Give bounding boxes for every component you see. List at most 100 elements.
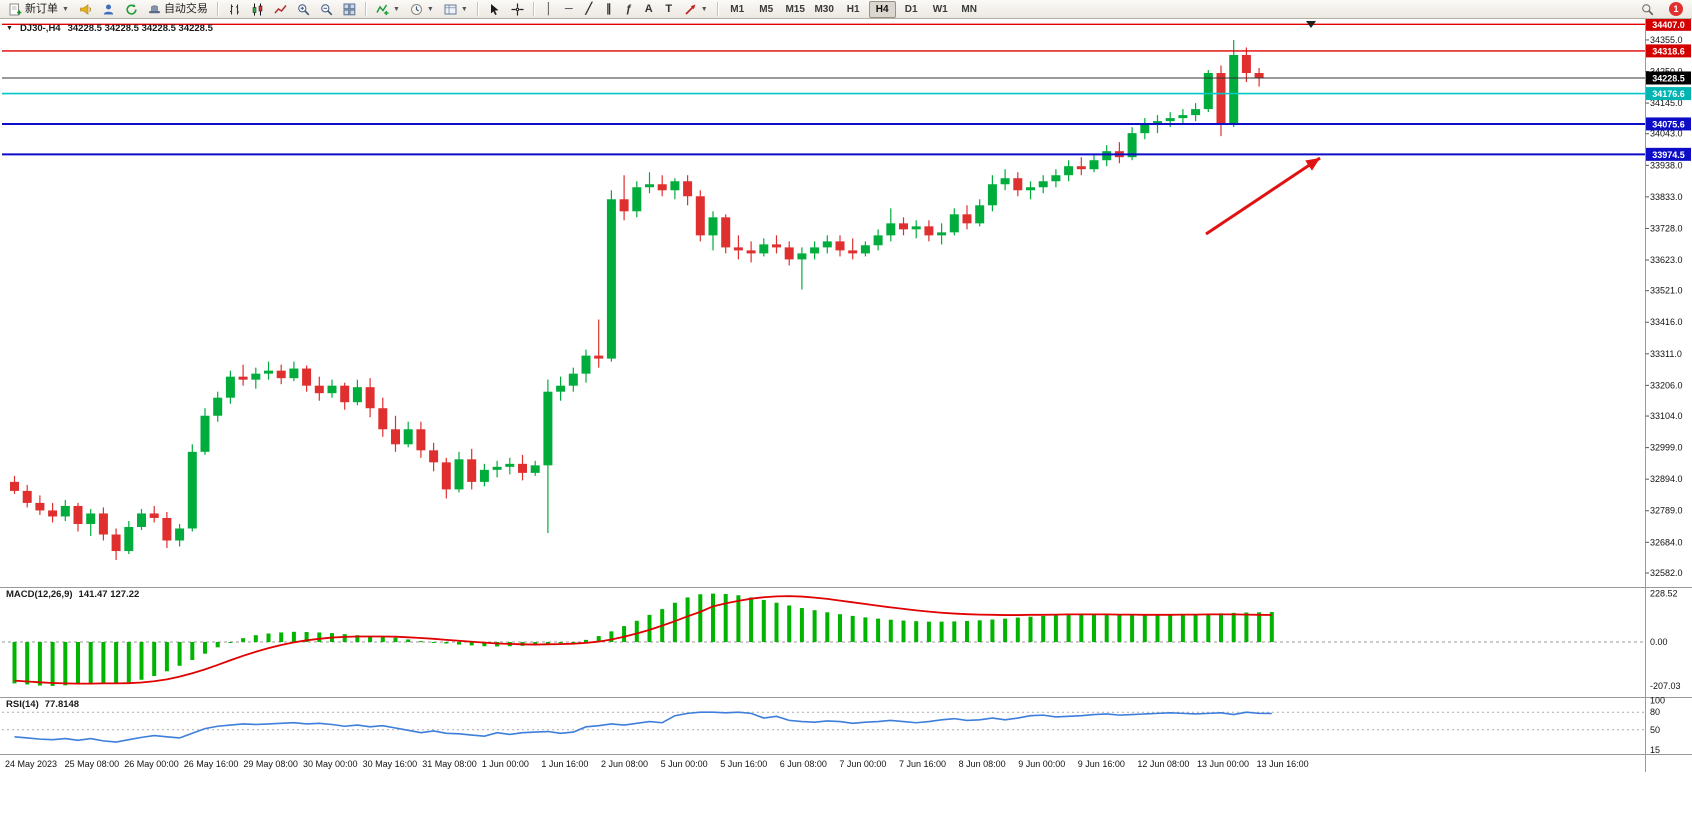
candle-body xyxy=(911,226,921,230)
candle-body xyxy=(48,510,58,517)
timeframe-button-M30[interactable]: M30 xyxy=(811,1,838,18)
candle-body xyxy=(149,513,159,518)
timeframe-button-M15[interactable]: M15 xyxy=(782,1,809,18)
chart-symbol-label: ▼ DJ30-,H4 34228.5 34228.5 34228.5 34228… xyxy=(6,23,213,34)
timeframe-button-H4[interactable]: H4 xyxy=(868,0,896,18)
one-click-trading-icon[interactable]: ▼ xyxy=(6,25,13,32)
macd-histogram-bar xyxy=(799,608,804,642)
price-badge xyxy=(1646,147,1691,161)
timeframe-button-H1[interactable]: H1 xyxy=(840,1,867,18)
price-badge xyxy=(1646,71,1691,85)
new-order-button[interactable]: 新订单 ▼ xyxy=(5,1,73,18)
macd-axis-label: 228.52 xyxy=(1650,588,1678,598)
time-axis-label: 5 Jun 16:00 xyxy=(720,759,767,769)
candle-body xyxy=(505,463,515,467)
candle-body xyxy=(416,429,426,451)
candle-body xyxy=(670,181,680,191)
time-axis[interactable]: 24 May 2023 25 May 08:00 26 May 00:00 26 Ma… xyxy=(5,759,1309,769)
crosshair-button[interactable] xyxy=(507,1,528,18)
trend-arrow-annotation[interactable] xyxy=(1205,156,1321,236)
crosshair-icon xyxy=(511,3,524,15)
chevron-down-icon: ▼ xyxy=(426,5,434,13)
text-button[interactable]: A xyxy=(640,1,658,18)
timeframe-button-MN[interactable]: MN xyxy=(956,1,983,18)
scroll-to-end-marker[interactable] xyxy=(1306,21,1316,28)
trendline-button[interactable]: ╱ xyxy=(580,1,598,18)
candle-body xyxy=(492,466,502,470)
cursor-button[interactable] xyxy=(484,1,505,18)
macd-histogram-bar xyxy=(1117,615,1122,642)
candle-body xyxy=(1026,187,1035,191)
price-axis[interactable] xyxy=(1646,18,1692,754)
indicators-button[interactable]: ▼ xyxy=(372,1,404,18)
refresh-icon xyxy=(126,3,137,15)
notification-badge[interactable]: 1 xyxy=(1669,2,1683,16)
macd-histogram-bar xyxy=(634,620,639,642)
refresh-button[interactable] xyxy=(121,1,142,18)
text-label-button[interactable]: T xyxy=(660,1,678,18)
candle-body xyxy=(378,408,388,430)
tile-windows-button[interactable] xyxy=(339,1,360,18)
zoom-out-button[interactable] xyxy=(316,1,337,18)
macd-histogram-bar xyxy=(977,620,982,642)
candle-body xyxy=(73,505,83,524)
macd-histogram-bar xyxy=(406,639,411,642)
candle-body xyxy=(124,526,134,552)
candle-body xyxy=(886,223,896,236)
candle-body xyxy=(606,199,616,359)
timeframe-button-W1[interactable]: W1 xyxy=(927,1,954,18)
time-axis-label: 5 Jun 00:00 xyxy=(661,759,708,769)
templates-button[interactable]: ▼ xyxy=(440,1,472,18)
price-axis-label: 34355.0 xyxy=(1650,35,1683,45)
macd-histogram-bar xyxy=(457,642,461,645)
zoom-in-button[interactable] xyxy=(293,1,314,18)
autotrading-button[interactable]: 自动交易 xyxy=(144,1,212,18)
candle-body xyxy=(899,223,908,230)
timeframe-button-D1[interactable]: D1 xyxy=(898,1,925,18)
chevron-down-icon: ▼ xyxy=(392,5,400,13)
alerts-button[interactable] xyxy=(75,1,96,18)
equidistant-channel-button[interactable]: ∥ xyxy=(600,1,618,18)
candle-body xyxy=(581,355,591,374)
candlestick-chart-button[interactable] xyxy=(247,1,268,18)
price-badge xyxy=(1646,117,1691,131)
price-axis-label: 33938.0 xyxy=(1650,160,1683,170)
macd-histogram-bar xyxy=(1015,617,1020,642)
timeframe-button-M1[interactable]: M1 xyxy=(724,1,751,18)
fibonacci-button[interactable]: ƒ xyxy=(620,1,638,18)
price-axis-label: 32789.0 xyxy=(1650,506,1683,516)
macd-histogram-bar xyxy=(863,617,868,642)
macd-histogram-bar xyxy=(901,620,906,642)
time-axis-label: 26 May 16:00 xyxy=(184,759,239,769)
macd-histogram-bar xyxy=(1269,612,1274,642)
macd-histogram-bar xyxy=(190,642,195,661)
macd-histogram-bar xyxy=(241,638,246,642)
vertical-line-button[interactable]: │ xyxy=(540,1,558,18)
autotrading-label: 自动交易 xyxy=(163,2,208,15)
candles xyxy=(10,39,1264,561)
macd-histogram-bar xyxy=(469,642,474,646)
macd-histogram-bar xyxy=(1219,613,1223,642)
price-axis-label: 33623.0 xyxy=(1650,255,1683,265)
time-axis-label: 13 Jun 16:00 xyxy=(1257,759,1309,769)
community-button[interactable] xyxy=(98,1,119,18)
candle-body xyxy=(835,241,845,251)
candle-body xyxy=(289,368,299,379)
horizontal-line-button[interactable]: ─ xyxy=(560,1,578,18)
search-button[interactable] xyxy=(1637,1,1658,18)
candle-body xyxy=(1013,178,1023,191)
rsi-axis-label: 15 xyxy=(1650,745,1660,755)
macd-histogram-bar xyxy=(37,642,42,686)
periods-button[interactable]: ▼ xyxy=(406,1,438,18)
shapes-button[interactable]: ▼ xyxy=(680,1,712,18)
macd-histogram-bar xyxy=(203,642,207,654)
timeframe-button-M5[interactable]: M5 xyxy=(753,1,780,18)
rsi-axis-label: 100 xyxy=(1650,696,1665,706)
line-chart-button[interactable] xyxy=(270,1,291,18)
time-axis-label: 1 Jun 16:00 xyxy=(541,759,588,769)
candle-body xyxy=(632,187,642,212)
rsi-values: 77.8148 xyxy=(44,699,80,710)
chart-plot-area[interactable] xyxy=(0,18,1645,754)
bar-chart-button[interactable] xyxy=(224,1,245,18)
